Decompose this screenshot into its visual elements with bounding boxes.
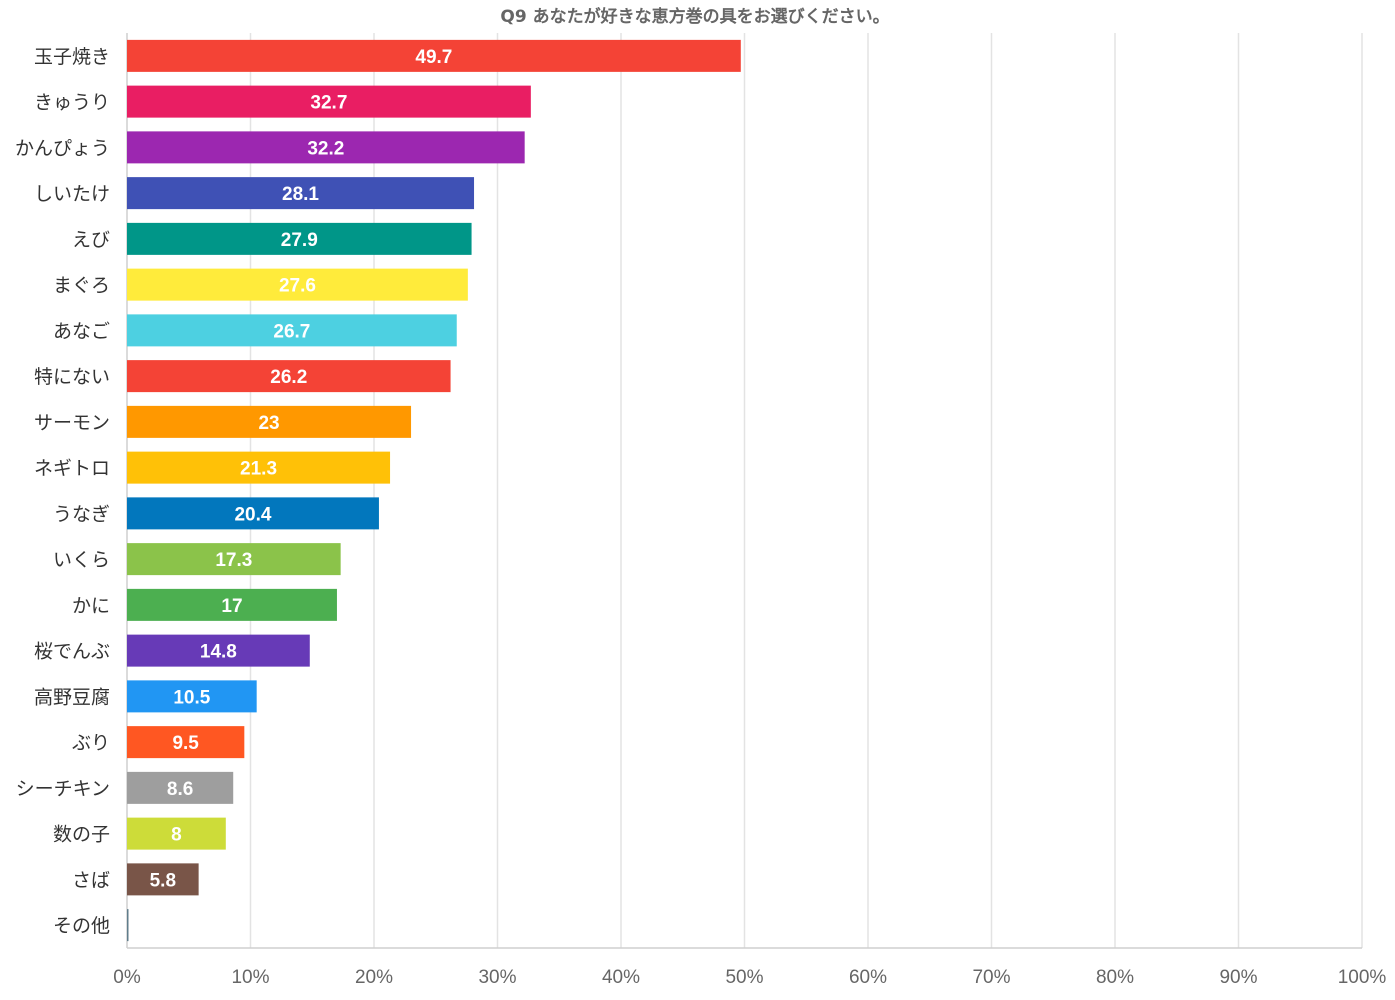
category-label: ネギトロ — [34, 458, 110, 480]
bar — [127, 497, 379, 530]
bar — [127, 909, 129, 942]
category-label: きゅうり — [34, 92, 110, 114]
bar-value-label: 17.3 — [215, 550, 252, 571]
gridlines — [126, 33, 1363, 949]
bar — [127, 405, 412, 438]
bar — [127, 222, 472, 255]
category-label: ぶり — [72, 732, 110, 754]
bar — [127, 451, 391, 484]
bar-value-label: 32.7 — [310, 93, 347, 114]
bar-value-label: 26.2 — [270, 367, 307, 388]
category-label: えび — [72, 229, 110, 251]
bar-value-label: 17 — [221, 596, 242, 617]
category-label: うなぎ — [53, 503, 110, 525]
bar-value-label: 14.8 — [200, 642, 237, 663]
x-tick-label: 60% — [849, 967, 887, 988]
bar — [127, 634, 310, 667]
bar-value-label: 20.4 — [234, 504, 271, 525]
category-label: 高野豆腐 — [34, 686, 110, 708]
bar — [127, 726, 245, 759]
x-tick-labels: 0% 10% 20% 30% 40% 50% 60% 70% 80% 90% 100% — [113, 967, 1386, 988]
category-label: その他 — [53, 915, 110, 937]
x-tick-label: 40% — [602, 967, 640, 988]
bar — [127, 314, 457, 347]
category-label: 玉子焼き — [34, 46, 110, 68]
category-label: 桜でんぶ — [34, 641, 110, 663]
category-label: いくら — [53, 549, 110, 571]
x-tick-label: 10% — [231, 967, 269, 988]
category-label: さば — [72, 869, 110, 891]
bars: 49.7 32.7 32.2 28.1 27.9 27.6 26.7 26.2 23 21.3 20… — [127, 39, 741, 942]
category-label: 特にない — [34, 366, 110, 388]
bar-value-label: 27.9 — [281, 230, 318, 251]
category-label: しいたけ — [34, 183, 110, 205]
bar — [127, 85, 531, 118]
bar-value-label: 28.1 — [282, 184, 319, 205]
x-tick-label: 20% — [355, 967, 393, 988]
bar-value-label: 49.7 — [415, 47, 452, 68]
bar — [127, 131, 525, 164]
chart-title: Q9 あなたが好きな恵方巻の具をお選びください。 — [500, 6, 889, 27]
x-tick-label: 70% — [972, 967, 1010, 988]
bar-value-label: 26.7 — [273, 321, 310, 342]
bar — [127, 543, 341, 576]
bar-value-label: 5.8 — [150, 870, 176, 891]
category-label: かに — [72, 595, 110, 617]
category-label: サーモン — [34, 412, 110, 434]
bar — [127, 771, 234, 804]
category-label: シーチキン — [16, 778, 110, 800]
bar-value-label: 27.6 — [279, 276, 316, 297]
category-label: かんぴょう — [15, 137, 110, 159]
category-label: 数の子 — [53, 824, 110, 846]
bar — [127, 268, 468, 301]
bar-value-label: 9.5 — [172, 733, 199, 754]
x-tick-label: 90% — [1219, 967, 1257, 988]
bar — [127, 588, 337, 621]
bar — [127, 863, 199, 896]
category-labels: 玉子焼ききゅうりかんぴょうしいたけえびまぐろあなご特にないサーモンネギトロうなぎ… — [15, 46, 110, 937]
bar-value-label: 8 — [171, 825, 182, 846]
bar-value-label: 8.6 — [167, 779, 193, 800]
bar — [127, 177, 475, 210]
category-label: あなご — [53, 320, 110, 342]
bar-value-label: 32.2 — [307, 138, 344, 159]
bar-value-label: 10.5 — [173, 687, 210, 708]
bar — [127, 680, 257, 713]
x-tick-label: 0% — [113, 967, 141, 988]
bar — [127, 39, 741, 72]
x-tick-label: 50% — [725, 967, 763, 988]
x-tick-label: 80% — [1096, 967, 1134, 988]
bar-value-label: 21.3 — [240, 459, 277, 480]
bar — [127, 817, 226, 850]
x-tick-label: 30% — [478, 967, 516, 988]
category-label: まぐろ — [53, 275, 110, 297]
bar — [127, 360, 451, 393]
bar-value-label: 23 — [258, 413, 279, 434]
x-tick-label: 100% — [1338, 967, 1387, 988]
